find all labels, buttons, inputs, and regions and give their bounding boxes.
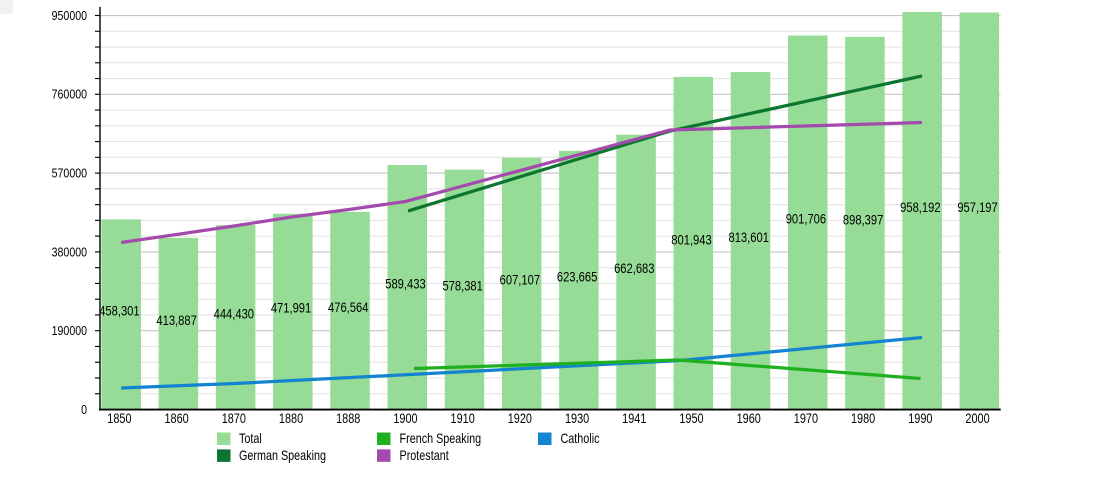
svg-text:Catholic: Catholic — [561, 431, 600, 446]
svg-text:950000: 950000 — [52, 8, 88, 23]
svg-text:1870: 1870 — [222, 411, 246, 426]
svg-text:813,601: 813,601 — [729, 230, 769, 245]
svg-text:957,197: 957,197 — [957, 200, 997, 215]
svg-text:2000: 2000 — [965, 411, 989, 426]
svg-text:1990: 1990 — [908, 411, 932, 426]
svg-text:Protestant: Protestant — [400, 448, 450, 463]
svg-text:1888: 1888 — [336, 411, 360, 426]
svg-text:1970: 1970 — [794, 411, 818, 426]
svg-text:760000: 760000 — [52, 87, 88, 102]
svg-text:1930: 1930 — [565, 411, 589, 426]
svg-text:1950: 1950 — [679, 411, 703, 426]
svg-text:589,433: 589,433 — [385, 276, 425, 291]
svg-text:1941: 1941 — [622, 411, 646, 426]
svg-text:607,107: 607,107 — [500, 273, 540, 288]
svg-text:662,683: 662,683 — [614, 261, 654, 276]
svg-text:570000: 570000 — [52, 165, 88, 180]
svg-text:898,397: 898,397 — [843, 212, 883, 227]
svg-text:190000: 190000 — [52, 323, 88, 338]
svg-text:444,430: 444,430 — [214, 306, 254, 321]
svg-text:French Speaking: French Speaking — [400, 431, 482, 446]
svg-text:623,665: 623,665 — [557, 269, 597, 284]
svg-text:458,301: 458,301 — [99, 303, 139, 318]
svg-text:1960: 1960 — [737, 411, 761, 426]
svg-text:1850: 1850 — [107, 411, 131, 426]
svg-text:413,887: 413,887 — [156, 313, 196, 328]
svg-text:801,943: 801,943 — [671, 232, 711, 247]
svg-text:901,706: 901,706 — [786, 211, 826, 226]
svg-text:380000: 380000 — [52, 244, 88, 259]
svg-text:471,991: 471,991 — [271, 301, 311, 316]
svg-text:German Speaking: German Speaking — [239, 448, 326, 463]
svg-text:1880: 1880 — [279, 411, 303, 426]
svg-text:578,381: 578,381 — [442, 279, 482, 294]
svg-text:Total: Total — [239, 431, 262, 446]
svg-text:1860: 1860 — [164, 411, 188, 426]
svg-text:1910: 1910 — [451, 411, 475, 426]
svg-text:1980: 1980 — [851, 411, 875, 426]
svg-text:1920: 1920 — [508, 411, 532, 426]
svg-text:958,192: 958,192 — [900, 200, 940, 215]
svg-text:476,564: 476,564 — [328, 300, 368, 315]
svg-text:1900: 1900 — [393, 411, 417, 426]
svg-text:0: 0 — [81, 402, 87, 417]
